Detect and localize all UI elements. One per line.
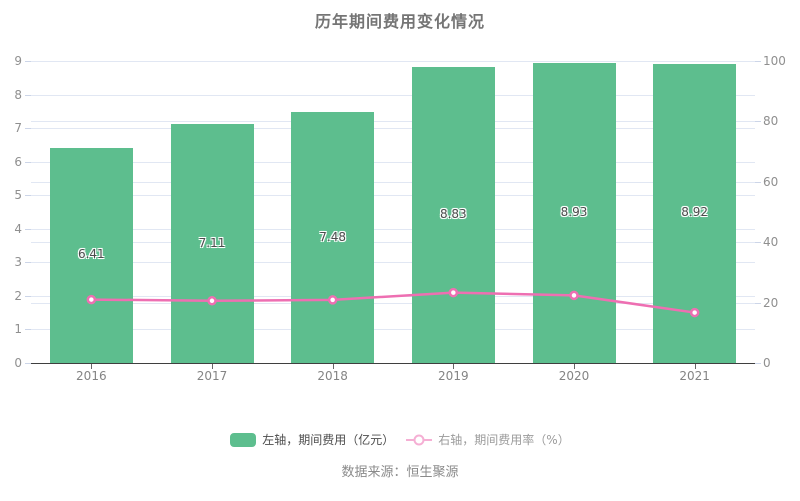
gridline-left-5	[31, 195, 755, 197]
x-axis-tick-2016	[91, 364, 93, 369]
legend-label-bar: 左轴，期间费用（亿元）	[262, 433, 395, 447]
x-axis-label-2020: 2020	[558, 369, 590, 383]
rate-point-2018[interactable]	[327, 295, 338, 305]
right-axis-label-40: 40	[763, 235, 779, 250]
chart-title: 历年期间费用变化情况	[314, 12, 485, 31]
data-source: 数据来源：恒生聚源	[341, 465, 459, 480]
x-axis-label-2017: 2017	[196, 369, 228, 383]
legend-item-line-series[interactable]: 右轴，期间费用率（%）	[406, 431, 570, 448]
bar-value-label-2019: 8.83	[439, 206, 467, 221]
rate-point-2021[interactable]	[689, 307, 700, 318]
gridline-left-6	[31, 161, 755, 163]
x-axis-label-2016: 2016	[76, 369, 107, 383]
gridline-right-40	[31, 242, 755, 244]
legend: 左轴，期间费用（亿元） 右轴，期间费用率（%）	[0, 431, 800, 448]
bar-2016[interactable]	[49, 147, 133, 363]
left-axis-label-0: 0	[14, 356, 22, 370]
bar-legend-icon	[230, 432, 257, 447]
line-legend-icon	[406, 434, 433, 445]
left-axis-tick-7	[25, 128, 31, 130]
right-axis-tick-80	[755, 121, 761, 123]
left-axis-tick-2	[25, 295, 31, 297]
gridline-right-80	[31, 121, 755, 123]
left-axis-label-8: 8	[14, 87, 22, 102]
left-axis-tick-3	[25, 262, 31, 264]
line-legend-circle	[413, 434, 425, 445]
rate-point-2016[interactable]	[86, 294, 97, 305]
left-axis-label-9: 9	[14, 54, 22, 68]
right-axis-tick-100	[755, 61, 761, 62]
bar-value-label-2021: 8.92	[681, 205, 709, 220]
left-axis-label-1: 1	[14, 322, 22, 337]
x-axis-tick-2021	[694, 364, 696, 369]
gridline-left-1	[31, 329, 755, 331]
right-axis-label-80: 80	[763, 114, 779, 129]
rate-line	[91, 291, 695, 314]
gridline-left-4	[31, 228, 755, 230]
x-axis-tick-2020	[574, 364, 575, 369]
rate-point-2020[interactable]	[569, 290, 579, 301]
right-axis-label-0: 0	[763, 356, 771, 370]
left-axis-label-6: 6	[14, 154, 22, 169]
x-axis-tick-2017	[212, 364, 213, 369]
legend-label-line: 右轴，期间费用率（%）	[438, 433, 570, 447]
gridline-left-3	[31, 262, 755, 264]
left-axis-tick-8	[25, 94, 31, 96]
left-axis-tick-0	[25, 363, 31, 364]
left-axis-tick-1	[25, 329, 31, 331]
legend-item-bar-series[interactable]: 左轴，期间费用（亿元）	[230, 431, 394, 448]
bar-value-label-2020: 8.93	[560, 205, 588, 220]
x-axis-line	[25, 363, 761, 364]
x-axis-label-2021: 2021	[679, 369, 710, 383]
right-axis-tick-40	[755, 242, 761, 244]
left-axis-label-4: 4	[14, 221, 22, 236]
left-axis-label-5: 5	[14, 188, 22, 203]
bar-2017[interactable]	[170, 124, 254, 363]
left-axis-tick-5	[25, 195, 31, 197]
bar-2018[interactable]	[291, 112, 375, 363]
x-axis-tick-2019	[453, 364, 455, 369]
bar-2019[interactable]	[411, 66, 495, 363]
left-axis-label-7: 7	[14, 121, 22, 136]
gridline-right-60	[31, 181, 755, 183]
x-axis-tick-2018	[332, 364, 334, 369]
right-axis-tick-60	[755, 181, 761, 183]
rate-point-2017[interactable]	[207, 296, 217, 306]
gridline-left-7	[31, 128, 755, 130]
right-axis-label-100: 100	[763, 54, 786, 68]
gridline-left-8	[31, 94, 755, 96]
gridline-right-100	[31, 61, 755, 62]
right-axis-label-60: 60	[763, 174, 779, 189]
bar-2020[interactable]	[532, 63, 616, 363]
right-axis-tick-0	[755, 363, 761, 364]
bar-value-label-2017: 7.11	[198, 235, 226, 250]
right-axis-tick-20	[755, 302, 761, 304]
x-axis-label-2019: 2019	[438, 369, 469, 383]
right-axis-label-20: 20	[763, 295, 779, 310]
bar-value-label-2018: 7.48	[319, 229, 347, 244]
left-axis-label-2: 2	[14, 288, 22, 303]
left-axis-tick-9	[25, 61, 31, 62]
left-axis-tick-6	[25, 161, 31, 163]
left-axis-label-3: 3	[14, 255, 22, 270]
left-axis-tick-4	[25, 228, 31, 230]
gridline-right-20	[31, 302, 755, 304]
rate-point-2019[interactable]	[448, 287, 459, 298]
bar-value-label-2016: 6.41	[77, 247, 105, 262]
x-axis-label-2018: 2018	[317, 369, 348, 383]
